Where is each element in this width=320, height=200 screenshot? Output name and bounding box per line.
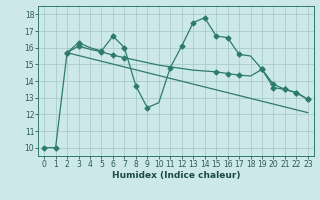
X-axis label: Humidex (Indice chaleur): Humidex (Indice chaleur) (112, 171, 240, 180)
